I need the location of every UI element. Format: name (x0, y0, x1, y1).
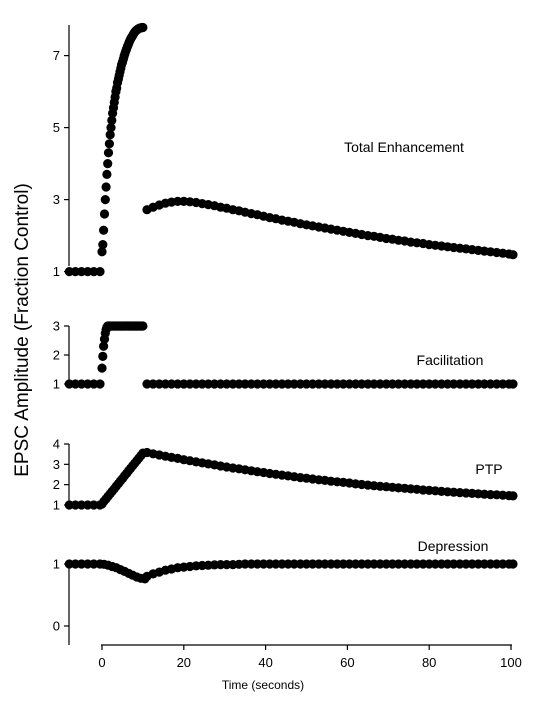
data-point (101, 195, 110, 204)
data-point (98, 240, 107, 249)
y-tick-label: 1 (53, 264, 60, 279)
x-tick-label: 80 (422, 655, 436, 670)
panel-label: Total Enhancement (344, 139, 464, 155)
data-point (508, 379, 517, 388)
panel-depression: 0 1 Depression (53, 538, 518, 645)
panel-facilitation: 1 2 3 Facilitation (53, 319, 518, 392)
y-tick-label: 7 (53, 48, 60, 63)
y-tick-label: 0 (53, 619, 60, 634)
data-point (97, 364, 106, 373)
y-tick-label: 2 (53, 477, 60, 492)
y-tick-label: 2 (53, 348, 60, 363)
data-point (102, 170, 111, 179)
data-point (95, 267, 104, 276)
data-point (104, 148, 113, 157)
data-point (138, 23, 147, 32)
panel-label: PTP (475, 461, 502, 477)
data-point (508, 491, 517, 500)
data-point (99, 226, 108, 235)
y-tick-label: 1 (53, 498, 60, 513)
data-point (95, 379, 104, 388)
data-point (508, 250, 517, 259)
x-tick-label: 60 (340, 655, 354, 670)
x-tick-label: 40 (258, 655, 272, 670)
y-tick-label: 3 (53, 192, 60, 207)
y-tick-label: 1 (53, 377, 60, 392)
y-tick-label: 3 (53, 457, 60, 472)
data-point (105, 139, 114, 148)
x-tick-label: 100 (500, 655, 522, 670)
data-point (102, 182, 111, 191)
data-point (100, 209, 109, 218)
y-tick-label: 5 (53, 120, 60, 135)
data-point (138, 321, 147, 330)
y-axis-label: EPSC Amplitude (Fraction Control) (12, 183, 33, 477)
panel-total-enhancement: 1 3 5 7 Total Enhancement (53, 23, 518, 279)
data-point (508, 559, 517, 568)
x-axis-label: Time (seconds) (222, 678, 304, 692)
panel-ptp: 1 2 3 4 PTP (53, 437, 518, 513)
data-point (98, 352, 107, 361)
x-tick-label: 20 (177, 655, 191, 670)
y-tick-label: 1 (53, 557, 60, 572)
x-tick-label: 0 (98, 655, 105, 670)
y-tick-label: 4 (53, 437, 60, 452)
panel-label: Facilitation (417, 352, 484, 368)
data-point (103, 159, 112, 168)
y-tick-label: 3 (53, 319, 60, 334)
panel-label: Depression (418, 538, 489, 554)
